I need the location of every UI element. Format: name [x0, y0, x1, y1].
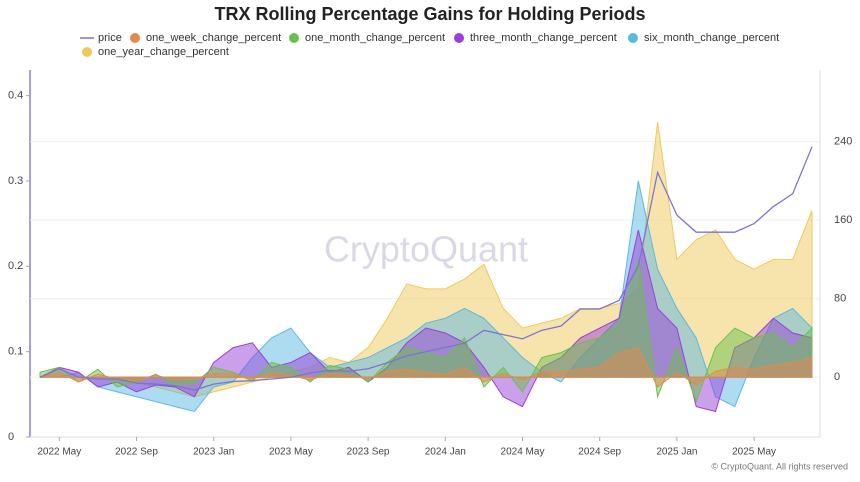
legend-swatch	[289, 33, 299, 43]
x-tick-label: 2023 May	[269, 447, 313, 458]
x-tick-label: 2025 May	[732, 447, 776, 458]
legend-label: price	[98, 32, 122, 44]
legend-swatch	[454, 33, 464, 43]
y-tick-label: 0.4	[8, 90, 23, 102]
y2-tick-label: 240	[834, 136, 852, 148]
y-tick-label: 0.1	[8, 346, 23, 358]
area	[39, 347, 813, 388]
x-tick-label: 2024 May	[501, 447, 545, 458]
line	[39, 146, 813, 391]
watermark: CryptoQuant	[324, 229, 528, 270]
y-tick-label: 0.2	[8, 260, 23, 272]
y2-tick-label: 160	[834, 214, 852, 226]
legend-swatch	[82, 47, 92, 57]
legend-swatch	[628, 33, 638, 43]
x-tick-label: 2024 Sep	[578, 447, 621, 458]
legend-label: six_month_change_percent	[644, 32, 779, 44]
x-tick-label: 2022 May	[37, 447, 81, 458]
y2-tick-label: 0	[834, 371, 840, 383]
x-tick-label: 2022 Sep	[115, 447, 158, 458]
chart-title: TRX Rolling Percentage Gains for Holding…	[214, 4, 645, 24]
x-tick-label: 2025 Jan	[656, 447, 697, 458]
y2-tick-label: 80	[834, 293, 846, 305]
x-tick-label: 2023 Sep	[347, 447, 390, 458]
y-tick-label: 0	[8, 431, 14, 443]
x-tick-label: 2024 Jan	[425, 447, 466, 458]
credit: © CryptoQuant. All rights reserved	[711, 461, 848, 471]
y-tick-label: 0.3	[8, 175, 23, 187]
x-tick-label: 2023 Jan	[193, 447, 234, 458]
legend-label: one_week_change_percent	[146, 32, 281, 44]
legend-label: one_month_change_percent	[305, 32, 445, 44]
legend-label: one_year_change_percent	[98, 46, 229, 58]
legend-label: three_month_change_percent	[470, 32, 617, 44]
legend-swatch	[130, 33, 140, 43]
